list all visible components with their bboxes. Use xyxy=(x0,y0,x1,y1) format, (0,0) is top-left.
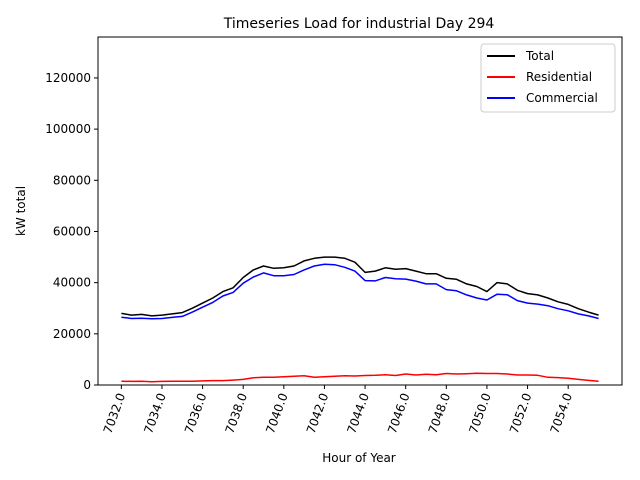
legend: Total Residential Commercial xyxy=(480,43,616,113)
series-line-total xyxy=(121,256,599,317)
y-tick-label: 0 xyxy=(83,378,91,392)
x-tick-label: 7046.0 xyxy=(385,391,413,435)
x-tick-label: 7044.0 xyxy=(344,391,372,435)
y-tick-label: 120000 xyxy=(45,71,91,85)
y-tick-label: 80000 xyxy=(53,173,91,187)
x-tick-label: 7050.0 xyxy=(466,391,494,435)
chart-title: Timeseries Load for industrial Day 294 xyxy=(223,16,495,32)
x-tick-label: 7040.0 xyxy=(263,391,291,435)
y-tick-label: 40000 xyxy=(53,276,91,290)
x-axis-label: Hour of Year xyxy=(322,451,396,465)
x-tick-label: 7052.0 xyxy=(507,391,535,435)
axes-frame xyxy=(97,36,623,386)
x-tick-label: 7038.0 xyxy=(223,391,251,435)
y-tick-label: 60000 xyxy=(53,224,91,238)
x-tick-label: 7054.0 xyxy=(547,391,575,435)
x-tick-label: 7042.0 xyxy=(304,391,332,435)
legend-box xyxy=(480,43,616,113)
x-tick-label: 7034.0 xyxy=(141,391,169,435)
series-line-residential xyxy=(121,372,599,383)
legend-label-residential: Residential xyxy=(526,70,592,84)
x-tick-label: 7036.0 xyxy=(182,391,210,435)
y-tick-label: 100000 xyxy=(45,122,91,136)
legend-label-commercial: Commercial xyxy=(526,91,598,105)
y-axis-label: kW total xyxy=(14,186,28,236)
y-tick-label: 20000 xyxy=(53,327,91,341)
legend-label-total: Total xyxy=(525,49,554,63)
x-tick-label: 7048.0 xyxy=(426,391,454,435)
series-line-commercial xyxy=(121,263,599,320)
x-tick-label: 7032.0 xyxy=(101,391,129,435)
